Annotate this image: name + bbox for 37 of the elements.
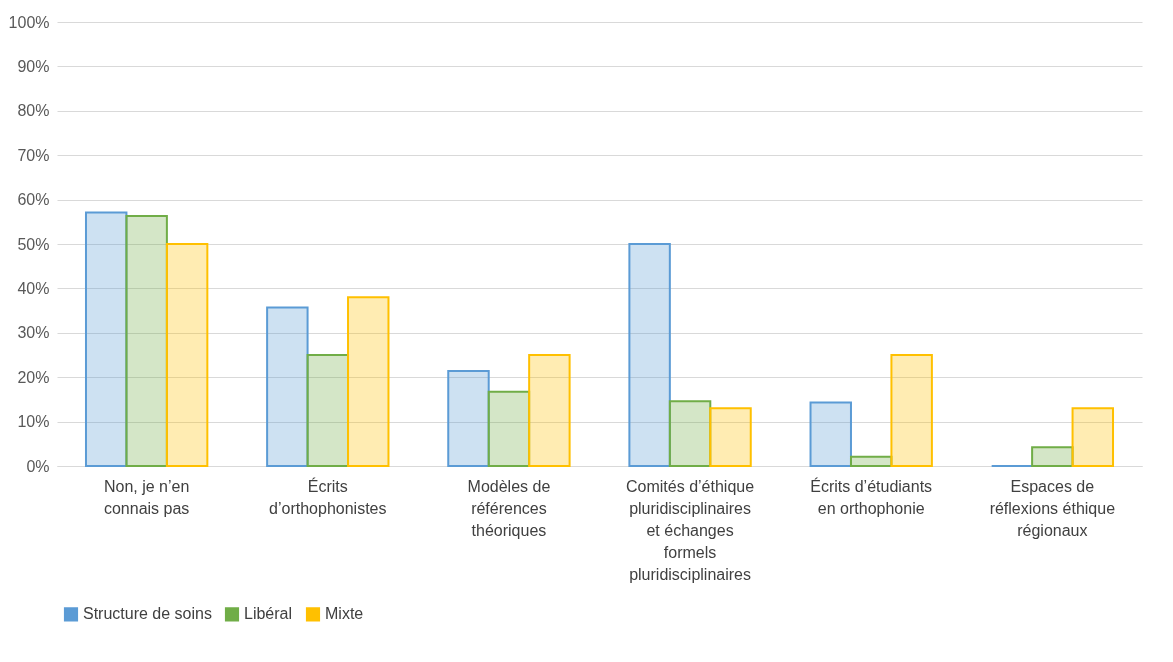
bar bbox=[447, 369, 490, 467]
x-tick-label: Modèles de références théoriques bbox=[467, 477, 551, 539]
bar bbox=[84, 211, 128, 467]
y-tick-label: 70% bbox=[17, 146, 50, 164]
x-tick-label: Non, je n’en connais pas bbox=[103, 477, 190, 517]
x-tick-label: Écrits d’orthophonistes bbox=[269, 476, 387, 517]
y-tick-label: 40% bbox=[17, 279, 50, 297]
bar bbox=[347, 296, 390, 467]
bar bbox=[306, 354, 350, 467]
bar bbox=[1031, 446, 1074, 467]
y-tick-label: 80% bbox=[17, 102, 50, 120]
y-tick-label: 20% bbox=[17, 368, 50, 386]
x-tick-label: Espaces de réflexions éthique régionaux bbox=[989, 477, 1116, 539]
bar bbox=[849, 455, 893, 467]
bar bbox=[487, 390, 531, 467]
y-tick-label: 90% bbox=[17, 57, 50, 75]
y-tick-label: 10% bbox=[17, 413, 50, 431]
y-tick-label: 60% bbox=[17, 191, 50, 209]
legend-label: Mixte bbox=[325, 605, 364, 623]
legend-label: Libéral bbox=[244, 605, 293, 623]
y-tick-label: 50% bbox=[17, 235, 50, 253]
bar bbox=[668, 400, 712, 467]
bar bbox=[528, 354, 571, 467]
y-tick-label: 100% bbox=[8, 13, 50, 31]
x-tick-label: Comités d’éthique pluridisciplinaires et échanges formels pluridisciplinaires bbox=[626, 477, 755, 583]
bar bbox=[890, 354, 933, 467]
bar bbox=[125, 215, 168, 467]
bar bbox=[709, 407, 752, 467]
x-tick-label: Écrits d’étudiants en orthophonie bbox=[810, 476, 933, 517]
legend-label: Structure de soins bbox=[83, 605, 212, 623]
bar bbox=[628, 243, 671, 467]
y-tick-label: 30% bbox=[17, 324, 50, 342]
bar bbox=[1071, 407, 1115, 467]
y-tick-label: 0% bbox=[26, 457, 50, 475]
bar bbox=[809, 401, 852, 467]
bar bbox=[165, 243, 209, 467]
bar bbox=[266, 306, 309, 467]
